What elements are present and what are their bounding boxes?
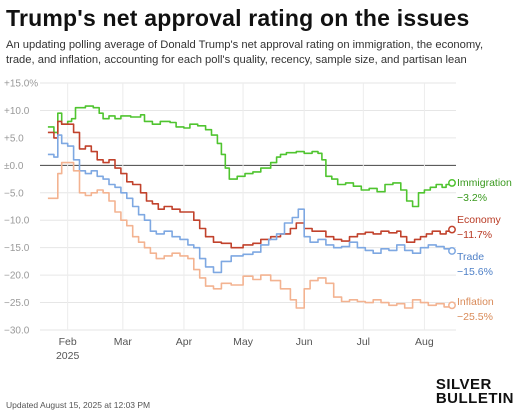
economy-line bbox=[47, 120, 453, 249]
x-tick-label: Jul bbox=[357, 336, 370, 348]
y-tick-label: −25.0 bbox=[4, 298, 30, 309]
y-tick-label: −15.0 bbox=[4, 243, 30, 254]
trade-value-label: −15.6% bbox=[457, 266, 493, 278]
gridlines bbox=[40, 82, 456, 331]
immigration-end-marker bbox=[448, 178, 456, 187]
chart-title: Trump's net approval rating on the issue… bbox=[6, 5, 470, 31]
series-labels: Immigration −3.2% Economy −11.7% Trade −15.6%… bbox=[457, 177, 512, 323]
y-tick-label: −5.0 bbox=[4, 188, 24, 199]
x-tick-label: Jun bbox=[296, 336, 313, 348]
y-tick-label: −20.0 bbox=[4, 271, 30, 282]
x-tick-label: Feb bbox=[59, 336, 77, 348]
inflation-end-marker bbox=[448, 301, 456, 310]
immigration-line bbox=[47, 105, 453, 208]
y-tick-label: +10.0 bbox=[4, 106, 30, 117]
logo-line-2: BULLETIN bbox=[435, 390, 514, 407]
updated-timestamp: Updated August 15, 2025 at 12:03 PM bbox=[6, 400, 151, 410]
y-tick-label: ±0.0 bbox=[4, 161, 24, 172]
chart-subtitle: An updating polling average of Donald Tr… bbox=[6, 39, 484, 66]
x-axis: Feb 2025 Mar Apr May Jun Jul Aug bbox=[56, 336, 434, 362]
series-lines bbox=[47, 105, 456, 310]
x-tick-label: Aug bbox=[415, 336, 434, 348]
inflation-line bbox=[47, 161, 453, 309]
x-tick-label: Mar bbox=[114, 336, 133, 348]
x-tick-sublabel: 2025 bbox=[56, 350, 80, 362]
y-tick-label: +15.0% bbox=[4, 79, 38, 90]
y-tick-label: −10.0 bbox=[4, 216, 30, 227]
y-axis: +15.0% +10.0 +5.0 ±0.0 −5.0 −10.0 −15.0 −20.0 −2… bbox=[4, 79, 38, 337]
immigration-label: Immigration bbox=[457, 177, 512, 189]
economy-end-marker bbox=[448, 225, 456, 234]
x-tick-label: May bbox=[233, 336, 254, 348]
inflation-value-label: −25.5% bbox=[457, 311, 493, 323]
inflation-label: Inflation bbox=[457, 296, 494, 308]
economy-value-label: −11.7% bbox=[457, 229, 492, 241]
y-tick-label: −30.0 bbox=[4, 326, 30, 337]
y-tick-label: +5.0 bbox=[4, 133, 24, 144]
trade-line bbox=[47, 134, 453, 274]
x-tick-label: Apr bbox=[176, 336, 193, 348]
logo-line-1: SILVER bbox=[435, 376, 492, 393]
immigration-value-label: −3.2% bbox=[457, 192, 487, 204]
trade-end-marker bbox=[448, 247, 456, 255]
economy-label: Economy bbox=[457, 214, 502, 226]
trade-label: Trade bbox=[457, 251, 484, 263]
silver-bulletin-logo[interactable]: SILVER BULLETIN bbox=[435, 376, 514, 407]
